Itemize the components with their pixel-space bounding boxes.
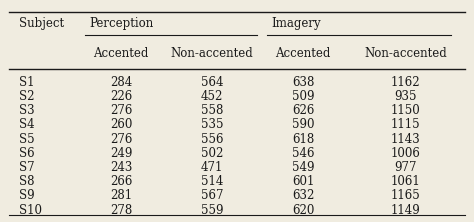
- Text: 601: 601: [292, 175, 314, 188]
- Text: 276: 276: [110, 133, 132, 146]
- Text: 549: 549: [292, 161, 314, 174]
- Text: S3: S3: [18, 104, 34, 117]
- Text: 1150: 1150: [391, 104, 420, 117]
- Text: 1115: 1115: [391, 118, 420, 131]
- Text: 977: 977: [394, 161, 417, 174]
- Text: S2: S2: [18, 90, 34, 103]
- Text: 1149: 1149: [391, 204, 420, 217]
- Text: 546: 546: [292, 147, 314, 160]
- Text: 1143: 1143: [391, 133, 420, 146]
- Text: 226: 226: [110, 90, 132, 103]
- Text: S9: S9: [18, 189, 34, 202]
- Text: Perception: Perception: [89, 17, 154, 30]
- Text: 284: 284: [110, 76, 132, 89]
- Text: Imagery: Imagery: [271, 17, 321, 30]
- Text: S10: S10: [18, 204, 42, 217]
- Text: 249: 249: [110, 147, 132, 160]
- Text: S8: S8: [18, 175, 34, 188]
- Text: 556: 556: [201, 133, 223, 146]
- Text: 632: 632: [292, 189, 314, 202]
- Text: 567: 567: [201, 189, 223, 202]
- Text: 276: 276: [110, 104, 132, 117]
- Text: Subject: Subject: [18, 17, 64, 30]
- Text: 535: 535: [201, 118, 223, 131]
- Text: 618: 618: [292, 133, 314, 146]
- Text: 260: 260: [110, 118, 132, 131]
- Text: 626: 626: [292, 104, 314, 117]
- Text: 243: 243: [110, 161, 132, 174]
- Text: 558: 558: [201, 104, 223, 117]
- Text: 559: 559: [201, 204, 223, 217]
- Text: 935: 935: [394, 90, 417, 103]
- Text: 1165: 1165: [391, 189, 420, 202]
- Text: S7: S7: [18, 161, 34, 174]
- Text: 502: 502: [201, 147, 223, 160]
- Text: S6: S6: [18, 147, 34, 160]
- Text: Non-accented: Non-accented: [364, 47, 447, 60]
- Text: 1061: 1061: [391, 175, 420, 188]
- Text: 452: 452: [201, 90, 223, 103]
- Text: 1006: 1006: [391, 147, 420, 160]
- Text: S1: S1: [18, 76, 34, 89]
- Text: 638: 638: [292, 76, 314, 89]
- Text: 471: 471: [201, 161, 223, 174]
- Text: 564: 564: [201, 76, 223, 89]
- Text: Accented: Accented: [275, 47, 331, 60]
- Text: S4: S4: [18, 118, 34, 131]
- Text: 509: 509: [292, 90, 314, 103]
- Text: 281: 281: [110, 189, 132, 202]
- Text: Accented: Accented: [93, 47, 149, 60]
- Text: 620: 620: [292, 204, 314, 217]
- Text: 1162: 1162: [391, 76, 420, 89]
- Text: S5: S5: [18, 133, 34, 146]
- Text: 514: 514: [201, 175, 223, 188]
- Text: 278: 278: [110, 204, 132, 217]
- Text: 590: 590: [292, 118, 314, 131]
- Text: 266: 266: [110, 175, 132, 188]
- Text: Non-accented: Non-accented: [171, 47, 253, 60]
